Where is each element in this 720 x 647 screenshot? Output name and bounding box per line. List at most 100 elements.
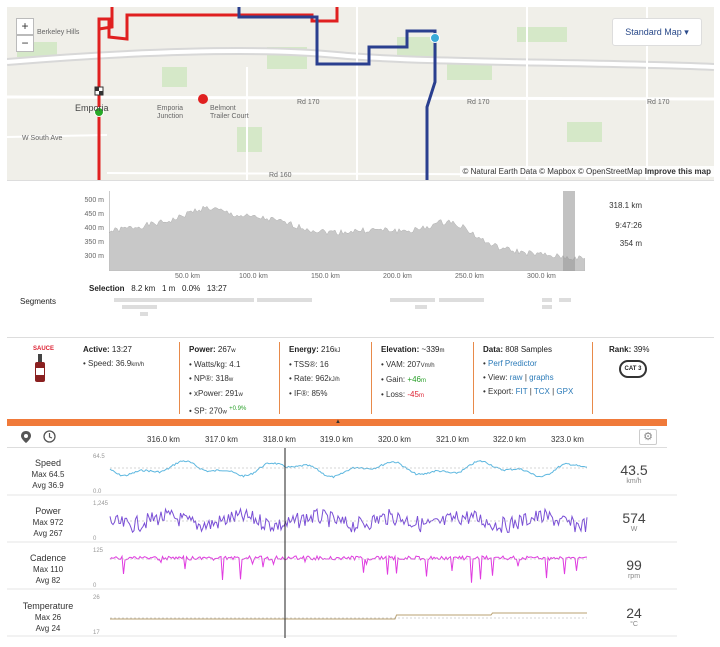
loss-value: -45	[407, 390, 419, 399]
graph-series-line	[109, 460, 588, 479]
current-value: 24	[626, 605, 642, 621]
graph-title: Power	[35, 506, 61, 516]
graph-y-min-label: 0	[93, 583, 97, 589]
active-label: Active:	[83, 345, 110, 354]
view-label: • View:	[483, 373, 508, 382]
power-value: 267	[217, 345, 232, 354]
xpower-stat: • xPower: 291w	[189, 387, 246, 402]
caret-up-icon[interactable]: ▲	[335, 419, 341, 425]
route-map[interactable]: + − Standard Map ▾ Berkeley Hills Empori…	[7, 7, 714, 180]
graphs-panel: 316.0 km 317.0 km 318.0 km 319.0 km 320.…	[7, 426, 714, 641]
rate-unit: kJ/h	[328, 377, 340, 383]
elevation-y-tick: 400 m	[84, 225, 104, 232]
distance-tick: 322.0 km	[493, 435, 526, 444]
sp-label: • SP:	[189, 406, 207, 416]
loss-label: • Loss:	[381, 390, 406, 399]
speed-value: 36.9	[115, 359, 132, 368]
elevation-heading: Elevation: ~339m	[381, 343, 445, 358]
perf-predictor-link[interactable]: Perf Predictor	[488, 359, 537, 368]
gear-icon[interactable]: ⚙	[639, 429, 657, 445]
gain-label: • Gain:	[381, 375, 406, 384]
map-label: Belmont Trailer Court	[210, 105, 249, 120]
rank-label: Rank:	[609, 345, 632, 354]
graph-y-max-label: 125	[93, 548, 104, 554]
elevation-chart[interactable]	[109, 191, 585, 271]
distance-tick: 323.0 km	[551, 435, 584, 444]
cadence-current: 99 rpm	[594, 557, 674, 580]
view-item: • View: raw | graphs	[483, 371, 573, 385]
export-tcx-link[interactable]: TCX	[533, 387, 550, 396]
export-fit-link[interactable]: FIT	[515, 387, 528, 396]
graph-y-max-label: 64.5	[93, 454, 105, 460]
energy-unit: kJ	[334, 348, 341, 354]
sp-stat: • SP: 270w +0.9%	[189, 402, 246, 420]
view-graphs-link[interactable]: graphs	[529, 373, 554, 382]
power-unit: w	[231, 348, 236, 354]
improve-map-link[interactable]: Improve this map	[644, 167, 711, 176]
rate-label: • Rate:	[289, 374, 314, 383]
rank-badge-icon[interactable]: CAT 3	[619, 360, 647, 378]
vam-stat: • VAM: 207Vm/h	[381, 358, 445, 373]
rank-value: 39%	[633, 345, 650, 354]
map-label: Emporia	[75, 103, 109, 113]
temperature-row-label: Temperature Max 26 Avg 24	[7, 601, 89, 634]
if-stat: • IF®: 85%	[289, 389, 328, 398]
np-label: • NP®:	[189, 374, 214, 383]
current-value: 43.5	[620, 462, 648, 478]
speed-stat: • Speed: 36.9km/h	[83, 357, 144, 372]
speed-row-label: Speed Max 64.5 Avg 36.9	[7, 458, 89, 491]
graphs-toolbar	[7, 426, 667, 448]
distance-tick: 321.0 km	[436, 435, 469, 444]
zoom-in-button[interactable]: +	[16, 18, 34, 35]
sauce-label: SAUCE	[33, 346, 55, 352]
graph-title: Temperature	[22, 601, 74, 611]
vam-value: 207	[407, 360, 421, 369]
sp-unit: w	[222, 409, 227, 416]
elevation-y-tick: 300 m	[84, 253, 104, 260]
selection-time: 13:27	[206, 284, 227, 293]
graph-avg: Avg 24	[35, 624, 61, 633]
map-label: Rd 170	[467, 99, 490, 106]
current-unit: rpm	[627, 573, 641, 580]
view-raw-link[interactable]: raw	[509, 373, 523, 382]
clock-icon[interactable]	[43, 430, 56, 443]
xpower-unit: w	[238, 392, 243, 398]
rate-value: 962	[315, 374, 329, 383]
current-unit: °C	[630, 621, 638, 628]
column-divider	[473, 342, 474, 414]
graph-series-line	[109, 507, 588, 534]
elevation-gain: 354 m	[619, 239, 642, 248]
map-pin-icon[interactable]	[21, 431, 31, 443]
rank-badge-text: CAT 3	[624, 366, 642, 372]
xpower-label: • xPower:	[189, 389, 223, 398]
export-separator: |	[552, 387, 555, 396]
active-heading: Active: 13:27	[83, 343, 144, 357]
distance-tick: 318.0 km	[263, 435, 296, 444]
xpower-value: 291	[225, 389, 239, 398]
attribution-text: © Natural Earth Data © Mapbox © OpenStre…	[462, 167, 643, 176]
map-canvas	[7, 7, 714, 180]
power-heading: Power: 267w	[189, 343, 246, 358]
np-value: 318	[215, 374, 229, 383]
elevation-selection[interactable]	[563, 191, 575, 271]
stream-graphs[interactable]: 64.5 0.0 1,245 0 125 0 26 17	[7, 448, 677, 640]
panel-collapse-bar[interactable]: ▲	[7, 419, 667, 426]
export-gpx-link[interactable]: GPX	[556, 387, 574, 396]
graph-series-line	[110, 612, 587, 620]
data-heading: Data: 808 Samples	[483, 343, 573, 357]
elevation-y-tick: 500 m	[84, 197, 104, 204]
elevation-label: Elevation:	[381, 345, 420, 354]
elevation-x-tick: 250.0 km	[455, 273, 484, 280]
sauce-bottle-icon	[35, 354, 45, 382]
total-time: 9:47:26	[615, 221, 642, 230]
energy-column: Energy: 216kJ • TSS®: 16 • Rate: 962kJ/h…	[289, 343, 340, 401]
map-style-select[interactable]: Standard Map ▾	[612, 18, 702, 46]
zoom-out-button[interactable]: −	[16, 35, 34, 52]
sp-delta: +0.9%	[229, 406, 247, 412]
graph-max: Max 972	[32, 518, 64, 527]
segments-label: Segments	[20, 297, 57, 306]
elevation-unit: m	[439, 348, 445, 354]
gain-value: +46	[407, 375, 421, 384]
map-label: Rd 170	[297, 99, 320, 106]
energy-heading: Energy: 216kJ	[289, 343, 340, 358]
